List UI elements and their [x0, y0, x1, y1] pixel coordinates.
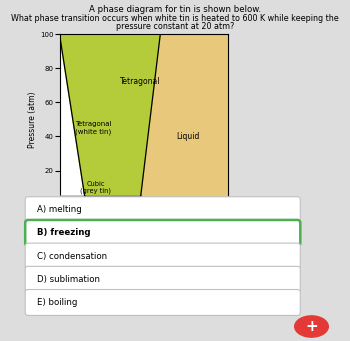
Text: Tetragonal: Tetragonal	[120, 77, 161, 86]
Text: D) sublimation: D) sublimation	[37, 275, 100, 284]
Text: pressure constant at 20 atm?: pressure constant at 20 atm?	[116, 22, 234, 31]
Polygon shape	[60, 196, 146, 205]
Text: A) melting: A) melting	[37, 205, 82, 214]
Circle shape	[295, 316, 328, 337]
Text: Cubic
(grey tin): Cubic (grey tin)	[80, 181, 111, 194]
Text: E) boiling: E) boiling	[37, 298, 77, 307]
Polygon shape	[60, 196, 85, 205]
Polygon shape	[60, 34, 228, 196]
Text: +: +	[305, 319, 318, 334]
Polygon shape	[141, 34, 228, 205]
Text: Tetragonal
(white tin): Tetragonal (white tin)	[75, 121, 111, 135]
Text: C) condensation: C) condensation	[37, 252, 107, 261]
Text: B) freezing: B) freezing	[37, 228, 90, 237]
X-axis label: Temperature (K): Temperature (K)	[112, 220, 175, 228]
Text: A phase diagram for tin is shown below.: A phase diagram for tin is shown below.	[89, 5, 261, 14]
Text: Liquid: Liquid	[177, 132, 200, 141]
Y-axis label: Pressure (atm): Pressure (atm)	[28, 91, 37, 148]
Text: What phase transition occurs when white tin is heated to 600 K while keeping the: What phase transition occurs when white …	[11, 14, 339, 23]
